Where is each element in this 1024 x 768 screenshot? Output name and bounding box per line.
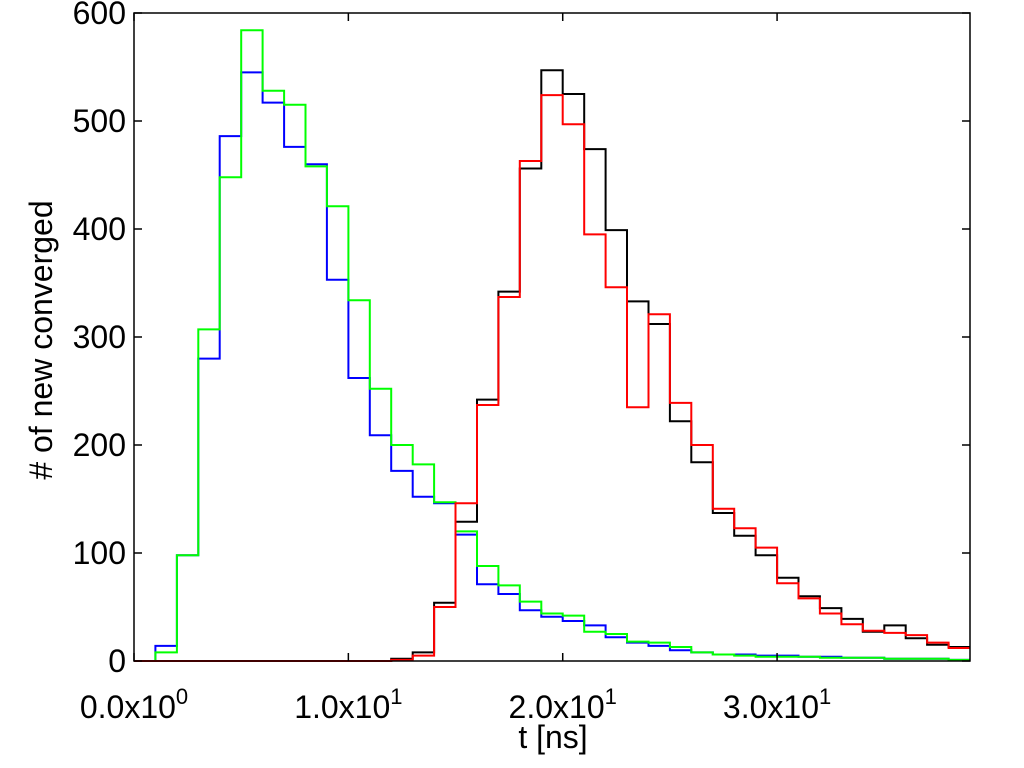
- x-tick-label: 3.0x101: [723, 684, 831, 725]
- ticks-group: 0 100 200 300 400 500 600 0.0x100 1.0x101 2.0x101…: [73, 0, 970, 725]
- series-line-1: [134, 29, 970, 662]
- y-tick-label: 100: [73, 535, 126, 571]
- y-tick-label: 500: [73, 103, 126, 139]
- series-line-0: [134, 71, 970, 662]
- y-tick-label: 300: [73, 319, 126, 355]
- series-line-2: [134, 69, 970, 662]
- y-axis-label: # of new converged: [23, 200, 59, 479]
- x-axis-label: t [ns]: [518, 719, 587, 755]
- y-tick-label: 600: [73, 0, 126, 31]
- x-tick-label: 0.0x100: [80, 684, 188, 725]
- y-tick-label: 400: [73, 211, 126, 247]
- y-tick-label: 0: [108, 643, 126, 679]
- series-group: [134, 29, 970, 662]
- x-tick-label: 1.0x101: [294, 684, 402, 725]
- y-tick-label: 200: [73, 427, 126, 463]
- series-line-3: [134, 94, 970, 662]
- plot-frame: [133, 12, 971, 662]
- x-tick-label: 2.0x101: [509, 684, 617, 725]
